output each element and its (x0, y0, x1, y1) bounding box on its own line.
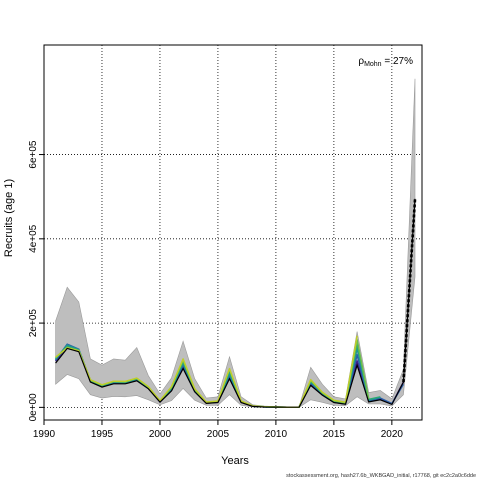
mohn-rho-value: = 27% (382, 56, 414, 67)
x-tick-label: 2015 (323, 429, 346, 440)
y-axis-title: Recruits (age 1) (3, 179, 15, 257)
footer-credit: stockassessment.org, hash27.6b_WKBGAD_in… (286, 473, 476, 479)
y-tick-label: 2e+05 (28, 309, 39, 338)
y-axis: 0e+00 2e+05 4e+05 6e+05 (28, 140, 44, 421)
y-tick-label: 4e+05 (28, 224, 39, 253)
x-tick-label: 2005 (207, 429, 230, 440)
x-tick-label: 2020 (381, 429, 404, 440)
final-series-line (55, 198, 416, 408)
series-line-6 (55, 335, 358, 408)
final-series (55, 198, 417, 408)
confidence-band (55, 78, 416, 408)
y-tick-label: 0e+00 (28, 393, 39, 422)
final-series-last-segment (402, 198, 417, 383)
mohn-rho-symbol: ρ (358, 56, 364, 67)
mohn-rho-annotation: ρMohn = 27% (358, 56, 413, 68)
x-tick-label: 1995 (91, 429, 114, 440)
x-tick-label: 2000 (149, 429, 172, 440)
x-tick-label: 1990 (33, 429, 56, 440)
x-axis: 1990 1995 2000 2005 2010 2015 2020 (33, 420, 404, 440)
x-tick-label: 2010 (265, 429, 288, 440)
y-tick-label: 6e+05 (28, 140, 39, 169)
plot-frame (43, 44, 423, 421)
x-axis-title: Years (221, 455, 249, 467)
mohn-rho-subscript: Mohn (364, 61, 382, 68)
confidence-band-area (55, 78, 416, 408)
grid-lines (43, 45, 422, 420)
